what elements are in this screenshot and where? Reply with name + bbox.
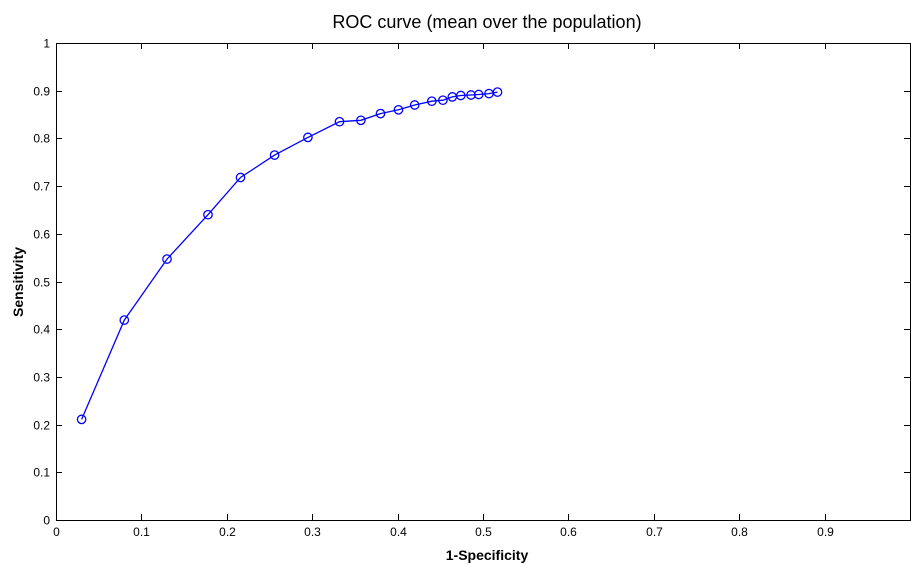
y-tick-label: 0.9 <box>33 85 50 99</box>
roc-point-marker <box>473 89 484 100</box>
roc-point-marker <box>269 150 280 160</box>
roc-point-marker <box>438 95 448 106</box>
y-tick-label: 0.5 <box>33 276 50 290</box>
roc-point-marker <box>76 414 87 425</box>
axis-ticks <box>56 43 910 521</box>
y-tick-label: 0.8 <box>33 132 50 146</box>
x-tick-label: 0.5 <box>475 525 492 539</box>
chart-title: ROC curve (mean over the population) <box>332 12 641 32</box>
x-tick-label: 0.7 <box>646 525 663 539</box>
roc-line <box>81 91 498 420</box>
x-tick-label: 0.9 <box>817 525 834 539</box>
roc-point-marker <box>492 87 503 97</box>
x-axis-label: 1-Specificity <box>446 547 529 563</box>
roc-point-marker <box>162 254 172 264</box>
y-tick-label: 0 <box>43 514 50 528</box>
y-axis-label: Sensitivity <box>10 247 26 317</box>
y-tick-label: 0.6 <box>33 228 50 242</box>
y-tick-label: 0.2 <box>33 419 50 433</box>
y-tick-label: 0.1 <box>33 466 50 480</box>
roc-point-marker <box>455 90 466 101</box>
roc-point-marker <box>203 209 213 220</box>
x-tick-label: 0.8 <box>731 525 748 539</box>
roc-point-marker <box>334 116 345 127</box>
roc-point-marker <box>466 90 476 100</box>
roc-point-marker <box>119 315 130 325</box>
roc-point-marker <box>356 115 366 126</box>
x-tick-label: 0.1 <box>133 525 150 539</box>
roc-point-marker <box>426 96 437 107</box>
y-tick-label: 0.4 <box>33 323 50 337</box>
x-tick-label: 0.4 <box>390 525 407 539</box>
y-tick-label: 0.7 <box>33 180 50 194</box>
y-tick-label: 0.3 <box>33 371 50 385</box>
y-tick-label: 1 <box>43 37 50 51</box>
roc-point-marker <box>409 100 420 110</box>
roc-point-marker <box>393 104 404 115</box>
plot-area <box>56 43 911 521</box>
roc-point-marker <box>375 108 386 119</box>
x-tick-label: 0.2 <box>219 525 236 539</box>
x-tick-label: 0.6 <box>560 525 577 539</box>
roc-point-marker <box>303 132 313 143</box>
x-tick-label: 0 <box>53 525 60 539</box>
tick-labels: 0 0.1 0.2 0.3 0.4 0.5 0.6 0.7 0.8 0.9 0 0.1 0.2 0.3 0.… <box>33 37 834 540</box>
x-tick-label: 0.3 <box>304 525 321 539</box>
series-group <box>76 87 503 425</box>
roc-point-marker <box>235 172 246 183</box>
